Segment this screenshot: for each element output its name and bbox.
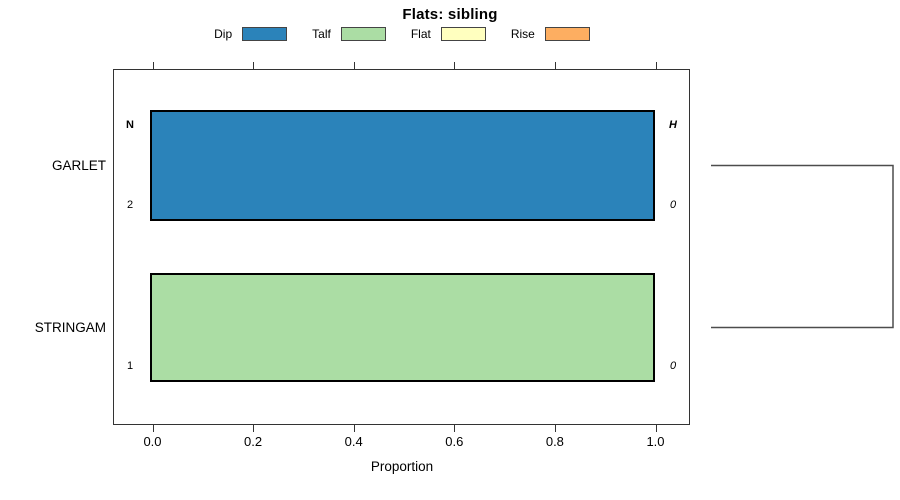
x-axis-tick-top [152, 62, 154, 69]
x-axis-tick-top [253, 62, 255, 69]
x-axis-tick-top [353, 62, 355, 69]
h-value: 0 [669, 199, 677, 211]
legend-item-label: Talf [312, 27, 331, 41]
bar-segment-talf [152, 275, 653, 380]
proportion-bar [150, 273, 655, 382]
x-axis-tick-bottom [554, 425, 556, 432]
legend-item-label: Rise [510, 27, 535, 41]
n-value: 1 [126, 360, 134, 372]
x-axis-tick-label: 0.6 [445, 434, 464, 449]
legend-swatch [242, 27, 288, 41]
x-axis-tick-bottom [353, 425, 355, 432]
legend: Dip Talf Flat Rise [113, 26, 691, 42]
x-axis-title: Proportion [370, 459, 434, 474]
legend-item: Rise [511, 27, 590, 41]
x-axis-tick-bottom [152, 425, 154, 432]
proportion-bar [150, 110, 655, 221]
dendrogram-bracket-line [711, 164, 894, 329]
x-axis-tick-label: 1.0 [646, 434, 665, 449]
x-axis-tick-top [655, 62, 657, 69]
plot-area-frame [113, 69, 690, 425]
x-axis-tick-label: 0.4 [344, 434, 363, 449]
bar-segment-dip [152, 112, 653, 219]
x-axis-tick-top [454, 62, 456, 69]
x-axis-tick-label: 0.0 [143, 434, 162, 449]
legend-swatch [340, 27, 386, 41]
legend-swatch [544, 27, 590, 41]
x-axis-tick-bottom [253, 425, 255, 432]
h-column-header: H [669, 119, 677, 131]
legend-item-label: Dip [214, 27, 233, 41]
chart-title: Flats: sibling [402, 6, 498, 23]
legend-item-label: Flat [410, 27, 431, 41]
x-axis-tick-label: 0.8 [545, 434, 564, 449]
legend-swatch [440, 27, 486, 41]
category-label: GARLET [51, 157, 106, 173]
category-label: STRINGAM [34, 319, 106, 335]
x-axis-tick-label: 0.2 [244, 434, 263, 449]
x-axis-tick-bottom [655, 425, 657, 432]
legend-item: Flat [411, 27, 486, 41]
n-value: 2 [126, 199, 134, 211]
legend-item: Dip [214, 27, 288, 41]
x-axis-tick-bottom [454, 425, 456, 432]
legend-item: Talf [312, 27, 386, 41]
x-axis-tick-top [554, 62, 556, 69]
n-column-header: N [126, 119, 134, 131]
h-value: 0 [669, 360, 677, 372]
